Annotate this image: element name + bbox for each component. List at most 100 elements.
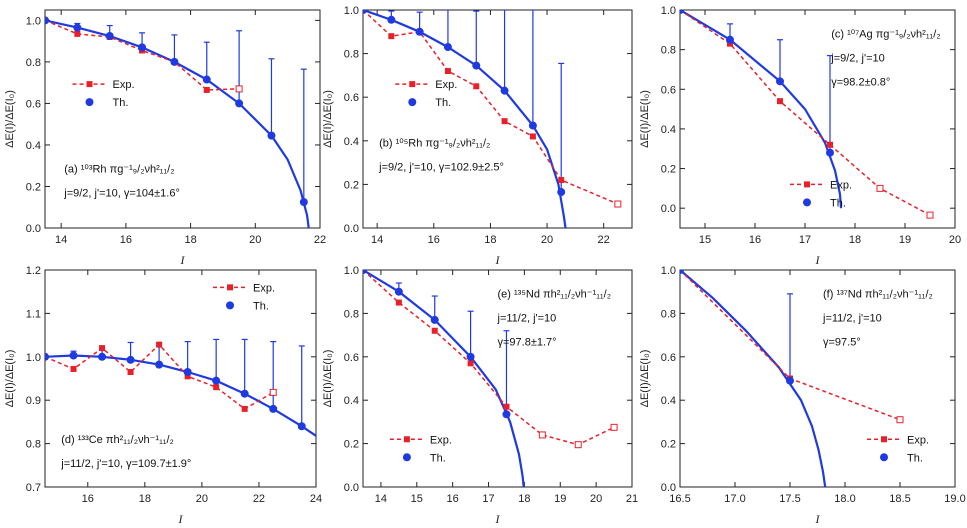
x-tick-label: 14 xyxy=(375,493,387,505)
y-tick-label: 0.6 xyxy=(661,84,676,96)
y-tick-label: 0.6 xyxy=(661,352,676,364)
x-axis-label: I xyxy=(815,512,821,526)
annotation-gamma: γ=97.5° xyxy=(823,336,861,348)
y-tick-label: 1.0 xyxy=(26,15,41,27)
panel-d: 16 18 20 22 24 0.7 0.8 0.9 1.0 1.1 1.2 I ΔE(I)/ΔE(I₀… xyxy=(4,265,322,526)
legend-exp-label: Exp. xyxy=(907,434,929,446)
y-tick-label: 0.8 xyxy=(661,45,676,57)
y-tick-label: 1.0 xyxy=(661,265,676,277)
exp-open-point xyxy=(896,416,904,424)
exp-point xyxy=(501,118,508,125)
y-tick-label: 0.2 xyxy=(26,181,41,193)
x-tick-label: 17.5 xyxy=(779,493,800,505)
annotation-title: (b) ¹⁰⁵Rh πg⁻¹₉/₂νh²₁₁/₂ xyxy=(379,137,490,149)
legend-th-label: Th. xyxy=(113,97,129,109)
theory-point xyxy=(45,352,49,361)
annotation: (c) ¹⁰⁷Ag πg⁻¹₉/₂νh²₁₁/₂ j=9/2, j'=10 γ=98… xyxy=(830,28,940,88)
y-tick-label: 0.0 xyxy=(661,203,676,215)
x-tick-label: 22 xyxy=(598,234,610,246)
annotation-title: (d) ¹³³Ce πh²₁₁/₂νh⁻¹₁₁/₂ xyxy=(61,434,174,446)
y-tick-label: 1.0 xyxy=(661,5,676,17)
x-tick-label: 14 xyxy=(55,234,67,246)
y-tick-label: 0.6 xyxy=(344,352,359,364)
exp-open-point xyxy=(574,441,582,449)
y-axis-label: ΔE(I)/ΔE(I₀) xyxy=(322,350,334,408)
plot-area xyxy=(363,10,622,228)
y-axis-label: ΔE(I)/ΔE(I₀) xyxy=(322,90,334,148)
y-tick-label: 0.0 xyxy=(344,482,359,494)
annotation-gamma: γ=97.8±1.7° xyxy=(498,336,557,348)
theory-point xyxy=(170,57,179,66)
annotation-params: j=11/2, j'=10, γ=109.7±1.9° xyxy=(60,458,191,470)
theory-point xyxy=(528,121,537,130)
annotation: (f) ¹³⁷Nd πh²₁₁/₂νh⁻¹₁₁/₂ j=11/2, j'=10 γ=… xyxy=(822,288,933,348)
theory-point xyxy=(394,287,403,296)
legend-exp-label: Exp. xyxy=(435,79,457,91)
theory-point xyxy=(557,188,566,197)
x-tick-label: 22 xyxy=(253,493,265,505)
x-tick-label: 18 xyxy=(484,234,496,246)
theory-point xyxy=(443,43,452,52)
exp-point xyxy=(203,86,210,93)
legend-th-marker xyxy=(803,198,811,207)
legend-exp-label: Exp. xyxy=(113,79,135,91)
x-tick-label: 17.0 xyxy=(724,493,745,505)
exp-point xyxy=(444,68,451,75)
exp-point xyxy=(99,345,106,352)
exp-open-point xyxy=(876,184,884,192)
annotation-title: (a) ¹⁰³Rh πg⁻¹₉/₂νh²₁₁/₂ xyxy=(64,164,174,176)
theory-point xyxy=(105,31,114,40)
theory-point xyxy=(826,148,834,157)
panel-b: 14 16 18 20 22 0.0 0.2 0.4 0.6 0.8 1.0 I ΔE(I)/ΔE(I₀… xyxy=(322,5,633,267)
exp-point xyxy=(70,365,77,372)
y-tick-label: 0.8 xyxy=(344,308,359,320)
x-tick-label: 16.5 xyxy=(669,493,690,505)
legend-th-label: Th. xyxy=(435,97,451,109)
theory-point xyxy=(415,27,424,36)
theory-point xyxy=(45,16,49,25)
y-tick-label: 0.7 xyxy=(26,482,41,494)
exp-point xyxy=(827,141,833,148)
theory-point xyxy=(235,99,244,108)
y-tick-label: 0.4 xyxy=(26,140,41,152)
exp-point xyxy=(529,133,536,140)
x-tick-label: 18 xyxy=(518,493,530,505)
theory-point xyxy=(138,43,147,52)
x-tick-label: 20 xyxy=(590,493,602,505)
legend-exp-label: Exp. xyxy=(253,282,275,294)
panel-e: 14 15 16 17 18 19 20 21 0.0 0.2 0.4 0.6 0.8 1.0 I ΔE(I)… xyxy=(322,265,638,526)
x-tick-label: 16 xyxy=(428,234,440,246)
annotation-params: j=11/2, j'=10 xyxy=(497,312,557,324)
y-tick-label: 0.6 xyxy=(26,98,41,110)
x-tick-label: 16 xyxy=(82,493,94,505)
theory-curve xyxy=(363,10,567,228)
legend-th-marker xyxy=(408,98,417,107)
legend-exp-label: Exp. xyxy=(430,434,452,446)
annotation: (d) ¹³³Ce πh²₁₁/₂νh⁻¹₁₁/₂ j=11/2, j'=10, … xyxy=(60,434,191,470)
x-tick-label: 18 xyxy=(184,234,196,246)
x-axis-label: I xyxy=(495,253,501,267)
y-tick-label: 0.2 xyxy=(344,179,359,191)
panel-f: 16.5 17.0 17.5 18.0 18.5 19.0 0.0 0.2 0.4 0.6 0.8 1… xyxy=(639,265,966,526)
plot-area xyxy=(363,270,618,487)
x-tick-label: 19 xyxy=(554,493,566,505)
x-tick-label: 18 xyxy=(849,234,861,246)
annotation-params: j=9/2, j'=10, γ=104±1.6° xyxy=(63,188,180,200)
legend: Exp. Th. xyxy=(867,434,929,464)
plot-frame xyxy=(362,269,633,488)
theory-point xyxy=(363,270,367,274)
exp-open-point xyxy=(614,200,622,208)
exp-open-point xyxy=(538,431,546,439)
annotation-params: j=9/2, j'=10 xyxy=(830,52,884,64)
theory-point xyxy=(500,86,509,95)
plot-frame xyxy=(44,9,321,229)
exp-open-point xyxy=(610,423,618,431)
legend-exp-marker xyxy=(881,436,887,443)
theory-point xyxy=(126,355,135,364)
theory-point xyxy=(155,360,164,369)
plot-area xyxy=(680,270,904,487)
experiment-line xyxy=(363,270,615,446)
legend: Exp. Th. xyxy=(389,434,452,464)
legend-exp-marker xyxy=(86,81,93,88)
theory-point xyxy=(786,376,794,385)
